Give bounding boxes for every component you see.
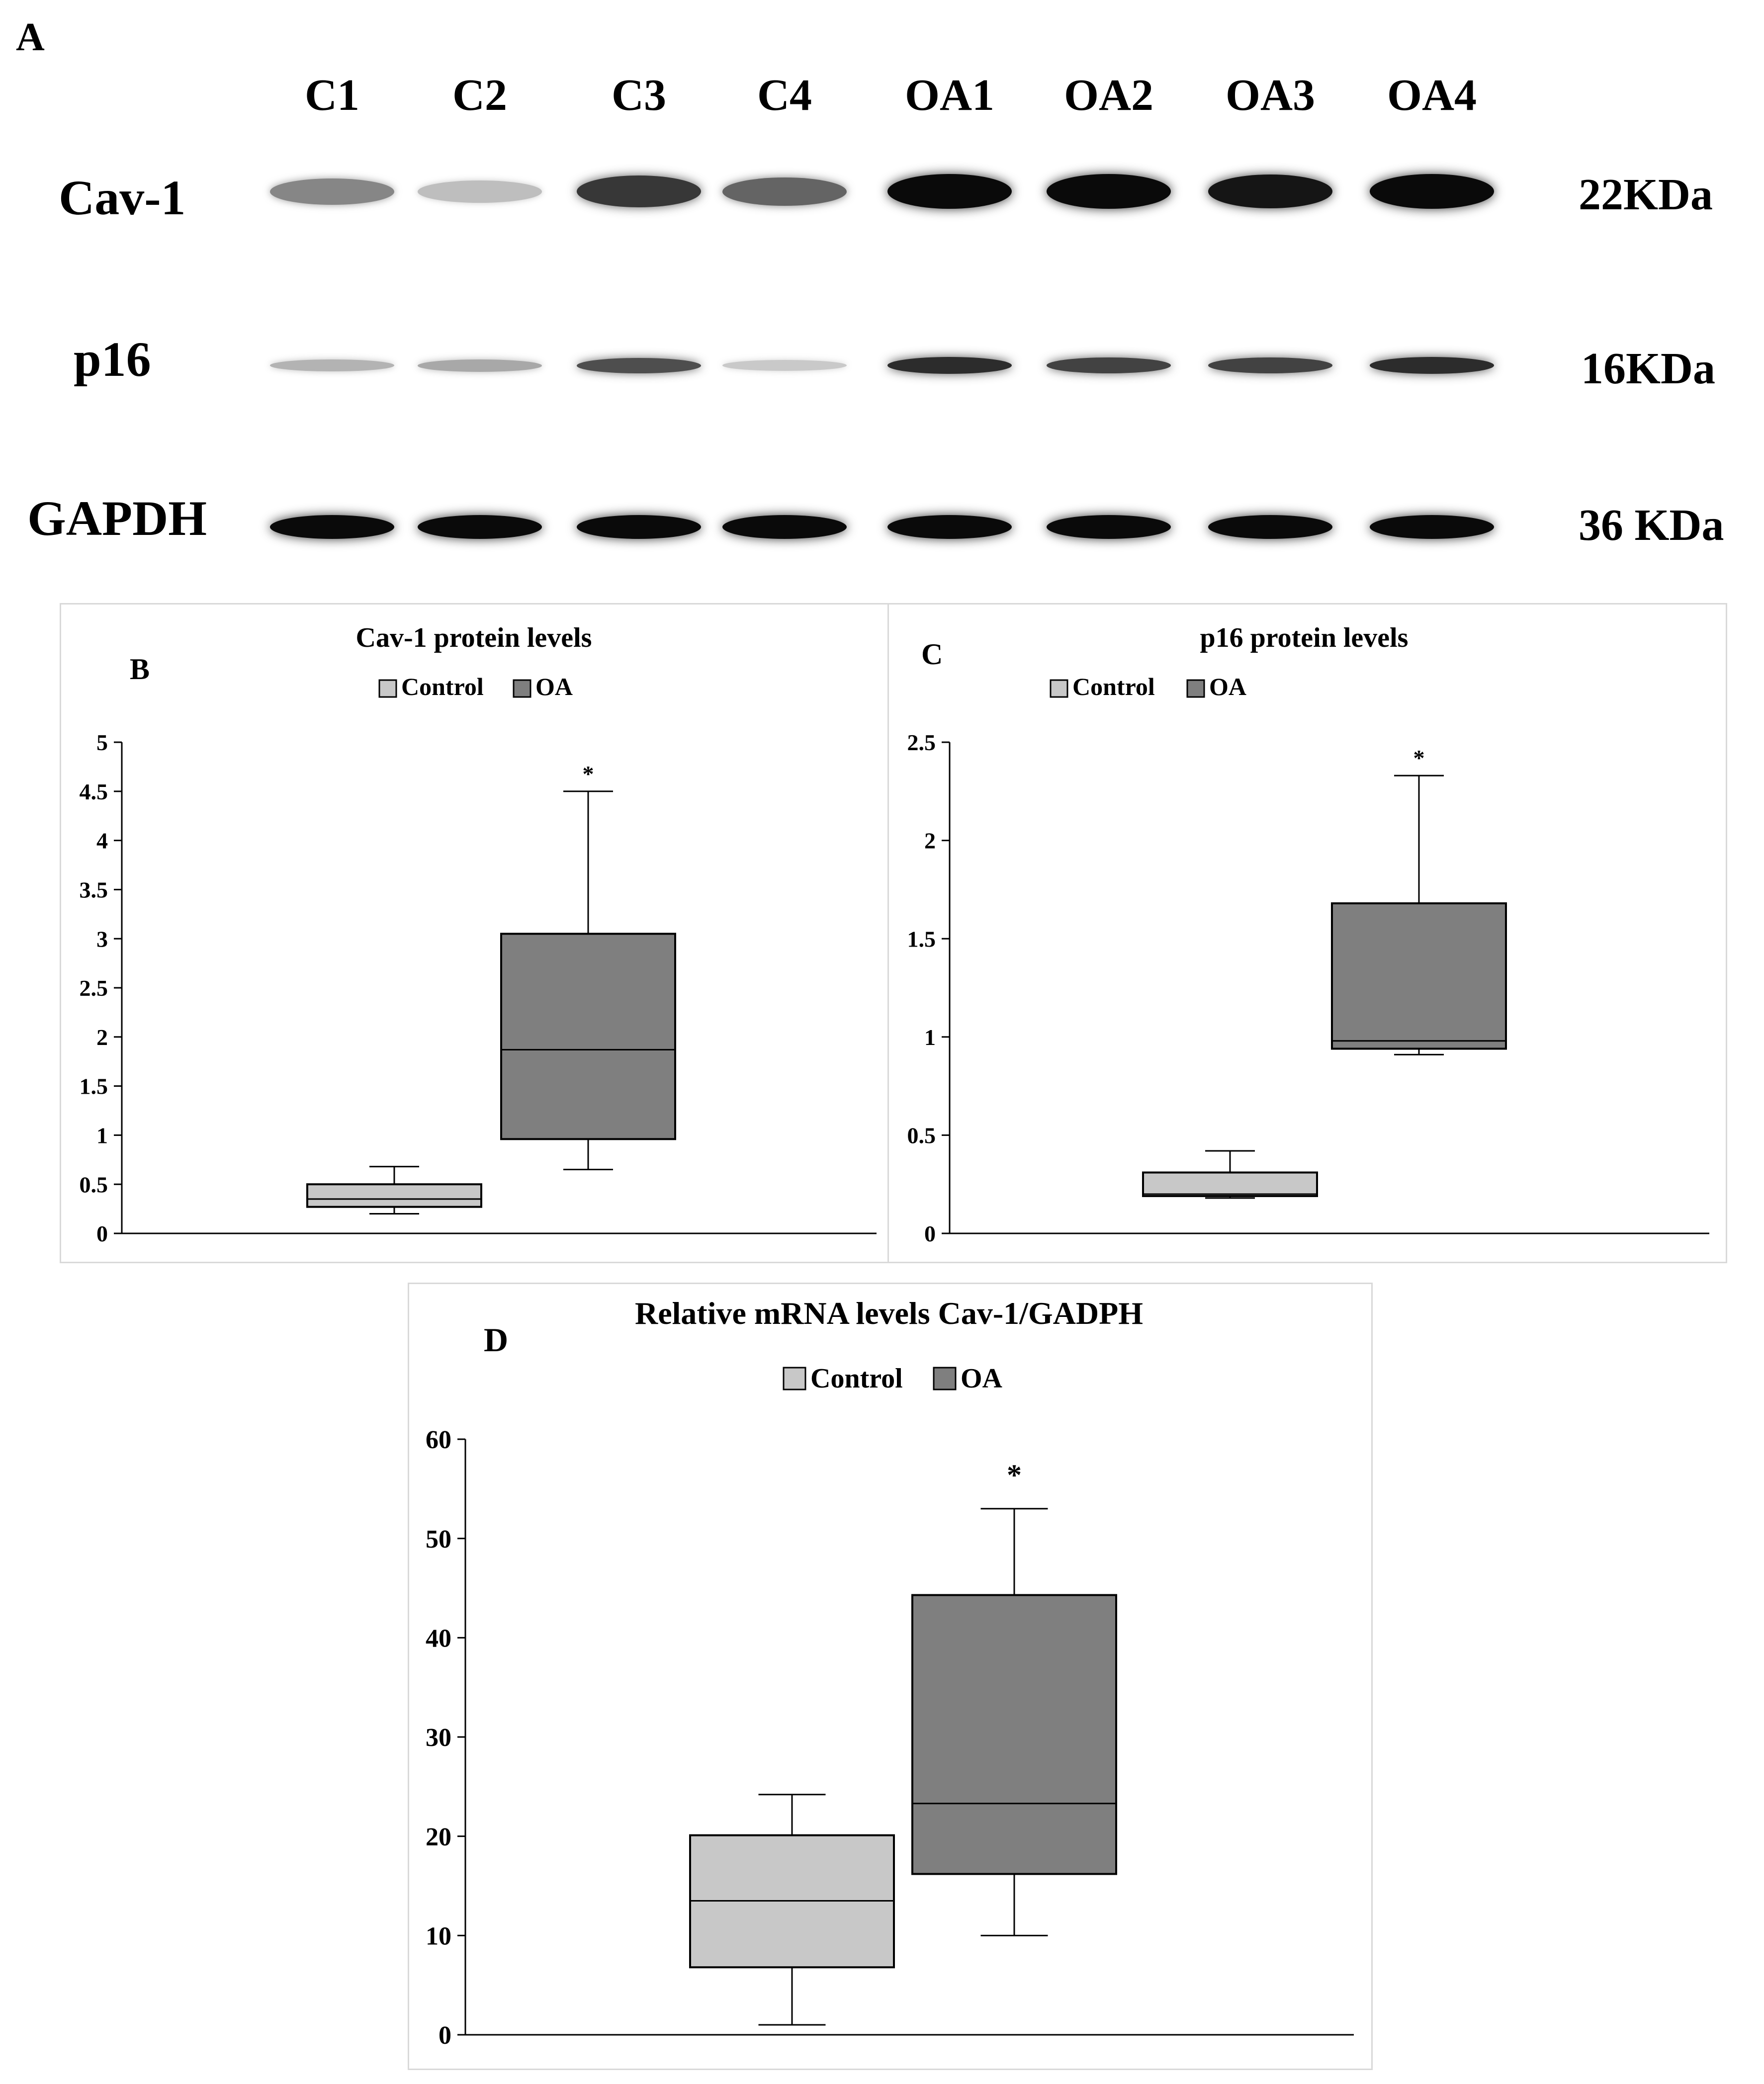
y-tick-label: 0 bbox=[439, 2021, 451, 2050]
band-gapdh-c3 bbox=[577, 515, 701, 539]
band-gapdh-oa4 bbox=[1370, 515, 1494, 539]
legend-swatch-oa bbox=[933, 1367, 957, 1390]
band-p16-c3 bbox=[577, 357, 701, 373]
lane-label-oa2: OA2 bbox=[1064, 71, 1153, 120]
kda-label-p16: 16KDa bbox=[1581, 344, 1715, 393]
band-cav-1-oa2 bbox=[1047, 174, 1171, 209]
cav1-protein-chart: Cav-1 protein levels B Control OA 0 0.5 1 1.5 2 2… bbox=[80, 622, 877, 1246]
lane-label-oa3: OA3 bbox=[1226, 71, 1315, 120]
protein-label-p16: p16 bbox=[74, 332, 151, 387]
chart-title: p16 protein levels bbox=[1200, 622, 1409, 653]
y-tick-label: 0 bbox=[96, 1221, 108, 1246]
western-blot-panel: A C1 C2 C3 C4 OA1 OA2 OA3 OA4 Cav-1 22KDa p16 16KD… bbox=[0, 0, 1764, 577]
box-oa bbox=[1331, 902, 1507, 1050]
lane-label-oa1: OA1 bbox=[905, 71, 994, 120]
legend-label-control: Control bbox=[401, 673, 484, 700]
y-tick-label: 10 bbox=[426, 1922, 451, 1951]
kda-label-cav-1: 22KDa bbox=[1579, 170, 1713, 219]
legend-swatch-control bbox=[1050, 679, 1068, 698]
kda-label-gapdh: 36 KDa bbox=[1579, 501, 1724, 550]
band-p16-oa1 bbox=[887, 357, 1012, 374]
chart-title: Relative mRNA levels Cav-1/GADPH bbox=[635, 1296, 1143, 1331]
lane-label-oa4: OA4 bbox=[1387, 71, 1477, 120]
legend-swatch-oa bbox=[513, 679, 531, 698]
band-gapdh-oa1 bbox=[887, 515, 1012, 539]
band-cav-1-c3 bbox=[577, 175, 701, 207]
band-p16-c2 bbox=[418, 359, 542, 372]
band-cav-1-c2 bbox=[418, 180, 542, 203]
band-p16-c4 bbox=[722, 360, 847, 371]
protein-label-cav-1: Cav-1 bbox=[59, 170, 186, 225]
box-control bbox=[306, 1183, 482, 1208]
significance-star: * bbox=[1413, 745, 1425, 771]
chart-title: Cav-1 protein levels bbox=[356, 622, 592, 653]
chart-box-c: p16 protein levels C Control OA 0 0.5 1 1.5 2 2.5… bbox=[887, 603, 1727, 1263]
y-tick-label: 50 bbox=[426, 1525, 451, 1554]
legend-label-oa: OA bbox=[535, 673, 573, 700]
panel-letter: B bbox=[130, 653, 150, 686]
band-gapdh-c1 bbox=[270, 515, 394, 539]
y-tick-label: 0.5 bbox=[907, 1123, 936, 1148]
y-tick-label: 4 bbox=[96, 828, 108, 854]
band-cav-1-oa1 bbox=[887, 174, 1012, 209]
y-tick-label: 4.5 bbox=[80, 779, 108, 804]
legend-swatch-oa bbox=[1186, 679, 1205, 698]
p16-protein-chart: p16 protein levels C Control OA 0 0.5 1 1.5 2 2.5… bbox=[907, 622, 1709, 1246]
y-tick-label: 2 bbox=[96, 1025, 108, 1050]
lane-label-c3: C3 bbox=[612, 71, 666, 120]
y-tick-label: 2.5 bbox=[80, 975, 108, 1001]
y-tick-label: 40 bbox=[426, 1625, 451, 1653]
band-gapdh-c2 bbox=[418, 515, 542, 539]
mrna-levels-chart: Relative mRNA levels Cav-1/GADPH D Control… bbox=[426, 1296, 1354, 2050]
box-oa bbox=[500, 933, 676, 1140]
y-tick-label: 1 bbox=[924, 1025, 936, 1050]
panel-letter: C bbox=[921, 638, 943, 671]
band-cav-1-oa3 bbox=[1208, 174, 1332, 208]
y-tick-label: 2 bbox=[924, 828, 936, 854]
y-tick-label: 3 bbox=[96, 926, 108, 952]
y-tick-label: 60 bbox=[426, 1426, 451, 1454]
box-control bbox=[1142, 1171, 1318, 1197]
legend-label-oa: OA bbox=[961, 1363, 1003, 1394]
y-tick-label: 2.5 bbox=[907, 730, 936, 755]
significance-star: * bbox=[1007, 1459, 1022, 1491]
y-tick-label: 5 bbox=[96, 730, 108, 755]
band-cav-1-oa4 bbox=[1370, 174, 1494, 209]
lane-label-c2: C2 bbox=[452, 71, 507, 120]
y-tick-label: 0.5 bbox=[80, 1172, 108, 1197]
band-gapdh-oa2 bbox=[1047, 515, 1171, 539]
legend-swatch-control bbox=[378, 679, 397, 698]
panel-letter-a: A bbox=[16, 15, 45, 59]
band-gapdh-c4 bbox=[722, 515, 847, 539]
y-tick-label: 1 bbox=[96, 1123, 108, 1148]
legend-label-control: Control bbox=[1072, 673, 1155, 700]
significance-star: * bbox=[583, 761, 594, 786]
y-tick-label: 1.5 bbox=[80, 1074, 108, 1099]
lane-label-c1: C1 bbox=[305, 71, 359, 120]
panel-letter: D bbox=[484, 1321, 508, 1359]
chart-box-d: Relative mRNA levels Cav-1/GADPH D Control… bbox=[408, 1283, 1373, 2070]
legend-swatch-control bbox=[783, 1367, 806, 1390]
protein-label-gapdh: GAPDH bbox=[27, 491, 207, 546]
band-p16-oa3 bbox=[1208, 357, 1332, 373]
legend-label-control: Control bbox=[810, 1363, 903, 1394]
band-p16-oa4 bbox=[1370, 357, 1494, 374]
y-tick-label: 3.5 bbox=[80, 877, 108, 903]
y-tick-label: 30 bbox=[426, 1724, 451, 1752]
band-p16-c1 bbox=[270, 359, 394, 371]
chart-box-b: Cav-1 protein levels B Control OA 0 0.5 1 1.5 2 2… bbox=[60, 603, 890, 1263]
band-cav-1-c1 bbox=[270, 178, 394, 205]
y-tick-label: 0 bbox=[924, 1221, 936, 1246]
y-tick-label: 20 bbox=[426, 1823, 451, 1851]
band-p16-oa2 bbox=[1047, 357, 1171, 373]
band-gapdh-oa3 bbox=[1208, 515, 1332, 539]
box-oa bbox=[911, 1594, 1117, 1875]
lane-label-c4: C4 bbox=[757, 71, 812, 120]
band-cav-1-c4 bbox=[722, 177, 847, 206]
legend-label-oa: OA bbox=[1209, 673, 1246, 700]
y-tick-label: 1.5 bbox=[907, 926, 936, 952]
